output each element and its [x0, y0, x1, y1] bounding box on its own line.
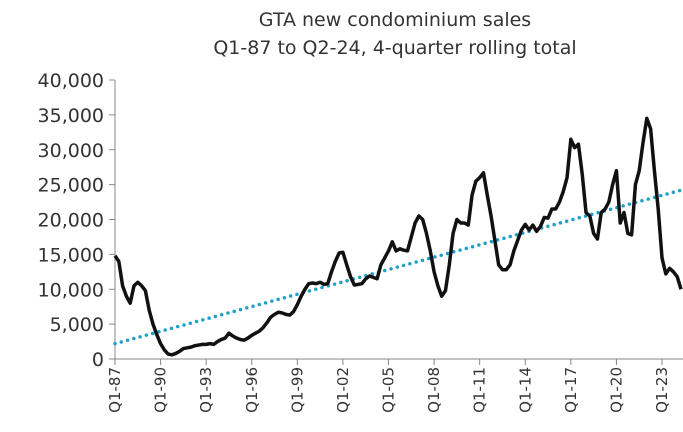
y-tick-label: 15,000 — [38, 244, 104, 266]
y-tick-label: 40,000 — [38, 70, 104, 92]
data-line — [113, 116, 683, 357]
x-tick-label: Q1-14 — [516, 367, 534, 413]
y-tick-label: 30,000 — [38, 140, 104, 162]
y-tick-label: 35,000 — [38, 105, 104, 127]
x-tick-label: Q1-23 — [653, 367, 671, 413]
x-tick-label: Q1-87 — [106, 367, 124, 413]
y-tick-label: 0 — [92, 349, 104, 371]
y-tick-label: 25,000 — [38, 175, 104, 197]
x-tick-label: Q1-20 — [607, 367, 625, 413]
x-tick-label: Q1-02 — [334, 367, 352, 413]
chart-title: GTA new condominium sales — [259, 9, 531, 31]
y-tick-label: 20,000 — [38, 210, 104, 232]
x-tick-label: Q1-93 — [197, 367, 215, 413]
y-tick-label: 5,000 — [50, 314, 104, 336]
x-tick-label: Q1-05 — [380, 367, 398, 413]
chart-subtitle: Q1-87 to Q2-24, 4-quarter rolling total — [213, 37, 576, 59]
x-tick-label: Q1-08 — [425, 367, 443, 413]
x-tick-label: Q1-96 — [243, 367, 261, 413]
x-tick-label: Q1-17 — [562, 367, 580, 413]
x-tick-label: Q1-11 — [471, 367, 489, 413]
y-tick-label: 10,000 — [38, 279, 104, 301]
trend-line — [113, 188, 683, 346]
x-tick-label: Q1-90 — [152, 367, 170, 413]
x-tick-label: Q1-99 — [288, 367, 306, 413]
